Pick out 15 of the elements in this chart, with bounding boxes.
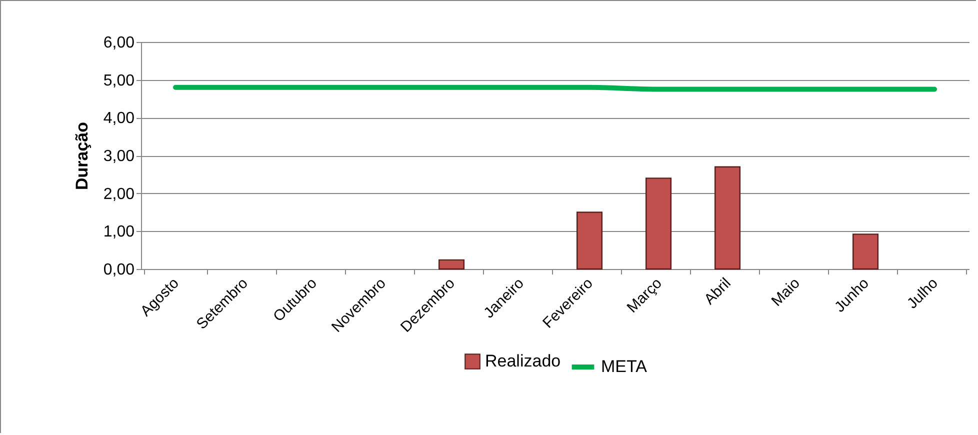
y-tick-label: 2,00 bbox=[103, 186, 135, 203]
legend-label: META bbox=[601, 357, 648, 376]
legend-label: Realizado bbox=[485, 352, 561, 370]
y-axis-title: Duração bbox=[72, 122, 92, 190]
y-tick-label: 5,00 bbox=[103, 72, 135, 90]
bar bbox=[852, 234, 879, 270]
y-tick-label: 0,00 bbox=[103, 262, 135, 278]
y-tick-label: 6,00 bbox=[103, 34, 135, 52]
bar bbox=[714, 166, 741, 270]
bar bbox=[645, 178, 672, 270]
y-tick-label: 3,00 bbox=[103, 148, 135, 165]
y-tick-label: 1,00 bbox=[103, 224, 135, 241]
y-tick-label: 4,00 bbox=[103, 110, 135, 128]
bar bbox=[438, 259, 465, 270]
bar bbox=[576, 212, 603, 270]
